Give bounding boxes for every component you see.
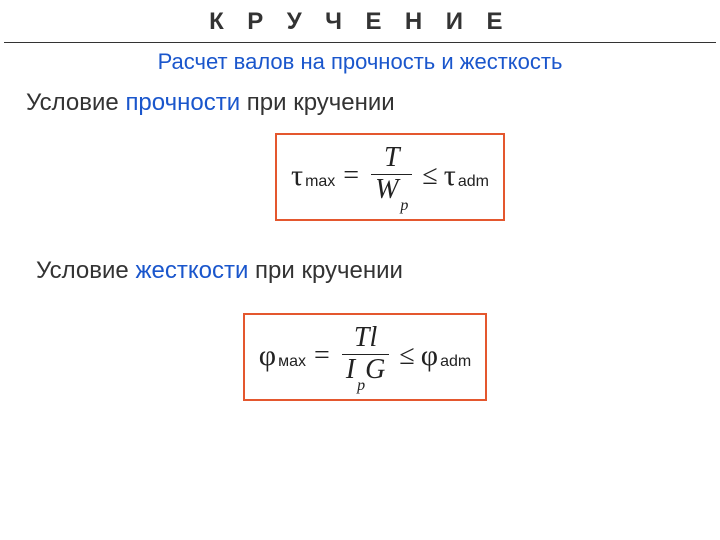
den2-sym2: G bbox=[365, 354, 385, 385]
strength-formula-box: τmax = T Wp ≤ τadm bbox=[275, 133, 505, 221]
label2-suffix: при кручении bbox=[248, 257, 403, 284]
title-divider bbox=[4, 42, 716, 43]
tau-adm-sub: adm bbox=[458, 173, 489, 191]
stiffness-condition-label: Условие жесткости при кручении bbox=[36, 257, 720, 285]
strength-formula-container: τmax = T Wp ≤ τadm bbox=[60, 133, 720, 221]
tau-symbol: τ bbox=[291, 159, 303, 193]
subtitle: Расчет валов на прочность и жесткость bbox=[0, 49, 720, 75]
fraction-2: Tl IpG bbox=[342, 323, 390, 389]
equals-sign-2: = bbox=[314, 340, 330, 372]
label2-accent: жесткости bbox=[135, 257, 248, 284]
phi-max-sub: мах bbox=[278, 353, 306, 371]
equals-sign: = bbox=[343, 160, 359, 192]
den2-sym1: I bbox=[346, 354, 355, 385]
numerator-2: Tl bbox=[350, 323, 381, 354]
label2-prefix: Условие bbox=[36, 257, 135, 284]
strength-formula: τmax = T Wp ≤ τadm bbox=[291, 143, 489, 209]
label-accent: прочности bbox=[125, 89, 240, 116]
phi-adm-sub: adm bbox=[440, 353, 471, 371]
page-title: К Р У Ч Е Н И Е bbox=[0, 0, 720, 42]
den2-sub1: p bbox=[357, 377, 365, 394]
tau-adm-symbol: τ bbox=[444, 159, 456, 193]
tau-max-sub: max bbox=[305, 173, 335, 191]
fraction: T Wp bbox=[371, 143, 412, 209]
le-sign-2: ≤ bbox=[399, 340, 414, 372]
stiffness-formula: φмах = Tl IpG ≤ φadm bbox=[259, 323, 471, 389]
denominator-2: IpG bbox=[342, 354, 390, 389]
phi-adm-symbol: φ bbox=[421, 339, 438, 373]
stiffness-formula-box: φмах = Tl IpG ≤ φadm bbox=[243, 313, 487, 401]
den-sub: p bbox=[400, 197, 408, 214]
denominator: Wp bbox=[371, 174, 412, 209]
stiffness-formula-container: φмах = Tl IpG ≤ φadm bbox=[10, 313, 720, 401]
den-symbol: W bbox=[375, 174, 398, 205]
le-sign: ≤ bbox=[422, 160, 437, 192]
numerator: T bbox=[380, 143, 404, 174]
label-prefix: Условие bbox=[26, 89, 125, 116]
label-suffix: при кручении bbox=[240, 89, 395, 116]
phi-symbol: φ bbox=[259, 339, 276, 373]
strength-condition-label: Условие прочности при кручении bbox=[26, 89, 720, 117]
